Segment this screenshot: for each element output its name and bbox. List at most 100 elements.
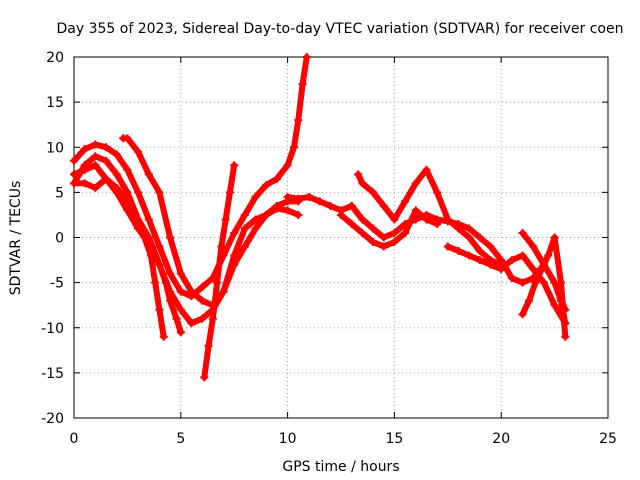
data-point bbox=[298, 80, 307, 89]
data-point bbox=[550, 278, 559, 287]
axis-ticks: 0 5 10 15 20 25 -20 -15 -10 -5 0 5 10 15 20 bbox=[41, 50, 617, 447]
data-point bbox=[524, 296, 533, 305]
data-point bbox=[557, 296, 566, 305]
data-point bbox=[433, 219, 442, 228]
data-point bbox=[302, 53, 311, 61]
data-point bbox=[379, 242, 388, 251]
x-tick-label: 15 bbox=[385, 431, 403, 447]
data-point bbox=[294, 116, 303, 125]
data-point bbox=[422, 165, 431, 174]
data-point bbox=[294, 210, 303, 219]
x-tick-label: 25 bbox=[599, 431, 617, 447]
data-point bbox=[240, 210, 249, 219]
data-point bbox=[221, 215, 230, 224]
data-point bbox=[531, 278, 540, 287]
data-point bbox=[465, 224, 474, 233]
data-point bbox=[187, 287, 196, 296]
data-point bbox=[166, 269, 175, 278]
x-tick-label: 20 bbox=[492, 431, 510, 447]
data-point bbox=[146, 251, 155, 260]
data-point bbox=[358, 215, 367, 224]
data-point bbox=[539, 260, 548, 269]
data-point bbox=[134, 147, 143, 156]
data-series bbox=[70, 53, 570, 382]
data-point bbox=[283, 192, 292, 201]
data-point bbox=[166, 233, 175, 242]
data-point bbox=[91, 140, 100, 149]
series-trace-sat-b bbox=[71, 153, 302, 327]
data-point bbox=[200, 373, 209, 382]
data-point bbox=[155, 242, 164, 251]
data-point bbox=[550, 233, 559, 242]
data-point bbox=[161, 278, 170, 287]
data-point bbox=[465, 251, 474, 260]
data-point bbox=[176, 328, 185, 337]
data-point bbox=[251, 215, 260, 224]
data-point bbox=[144, 170, 153, 179]
data-point bbox=[134, 224, 143, 233]
x-axis-label: GPS time / hours bbox=[282, 459, 399, 475]
y-tick-label: 5 bbox=[55, 185, 64, 201]
data-point bbox=[272, 201, 281, 210]
data-point bbox=[80, 145, 89, 154]
data-point bbox=[390, 238, 399, 247]
data-point bbox=[70, 156, 78, 165]
data-point bbox=[475, 256, 484, 265]
y-tick-label: 0 bbox=[55, 231, 64, 247]
y-tick-label: 10 bbox=[46, 140, 64, 156]
data-point bbox=[561, 332, 570, 341]
data-point bbox=[251, 192, 260, 201]
data-point bbox=[123, 188, 132, 197]
data-point bbox=[102, 174, 111, 183]
data-point bbox=[358, 179, 367, 188]
data-point bbox=[518, 310, 527, 319]
data-point bbox=[486, 260, 495, 269]
data-point bbox=[304, 192, 313, 201]
data-point bbox=[475, 233, 484, 242]
data-point bbox=[155, 305, 164, 314]
x-tick-label: 5 bbox=[176, 431, 185, 447]
data-point bbox=[187, 319, 196, 328]
y-tick-label: -15 bbox=[41, 366, 64, 382]
data-point bbox=[176, 305, 185, 314]
data-point bbox=[155, 260, 164, 269]
data-point bbox=[507, 274, 516, 283]
y-tick-label: 15 bbox=[46, 95, 64, 111]
data-point bbox=[347, 219, 356, 228]
y-axis-label: SDTVAR / TECUs bbox=[8, 181, 24, 296]
data-point bbox=[283, 161, 292, 170]
data-point bbox=[529, 242, 538, 251]
data-point bbox=[208, 314, 217, 323]
data-point bbox=[507, 256, 516, 265]
data-point bbox=[465, 233, 474, 242]
data-point bbox=[550, 301, 559, 310]
data-point bbox=[379, 233, 388, 242]
data-point bbox=[198, 296, 207, 305]
data-point bbox=[454, 224, 463, 233]
data-point bbox=[230, 161, 239, 170]
data-point bbox=[354, 170, 363, 179]
y-tick-label: -5 bbox=[50, 276, 64, 292]
data-point bbox=[219, 287, 228, 296]
data-point bbox=[198, 283, 207, 292]
data-point bbox=[561, 319, 570, 328]
data-point bbox=[529, 265, 538, 274]
data-point bbox=[326, 201, 335, 210]
data-point bbox=[315, 197, 324, 206]
series-trace-sat-e bbox=[120, 135, 302, 309]
data-point bbox=[290, 143, 299, 152]
data-point bbox=[518, 278, 527, 287]
y-tick-label: 20 bbox=[46, 50, 64, 66]
data-point bbox=[198, 314, 207, 323]
data-point bbox=[102, 156, 111, 165]
data-point bbox=[390, 228, 399, 237]
data-point bbox=[217, 242, 226, 251]
data-point bbox=[172, 314, 181, 323]
series-trace-sat-f bbox=[201, 162, 238, 381]
data-point bbox=[134, 188, 143, 197]
data-point bbox=[518, 228, 527, 237]
y-tick-label: -20 bbox=[41, 411, 64, 427]
data-point bbox=[166, 296, 175, 305]
y-tick-label: -10 bbox=[41, 321, 64, 337]
data-point bbox=[262, 181, 271, 190]
